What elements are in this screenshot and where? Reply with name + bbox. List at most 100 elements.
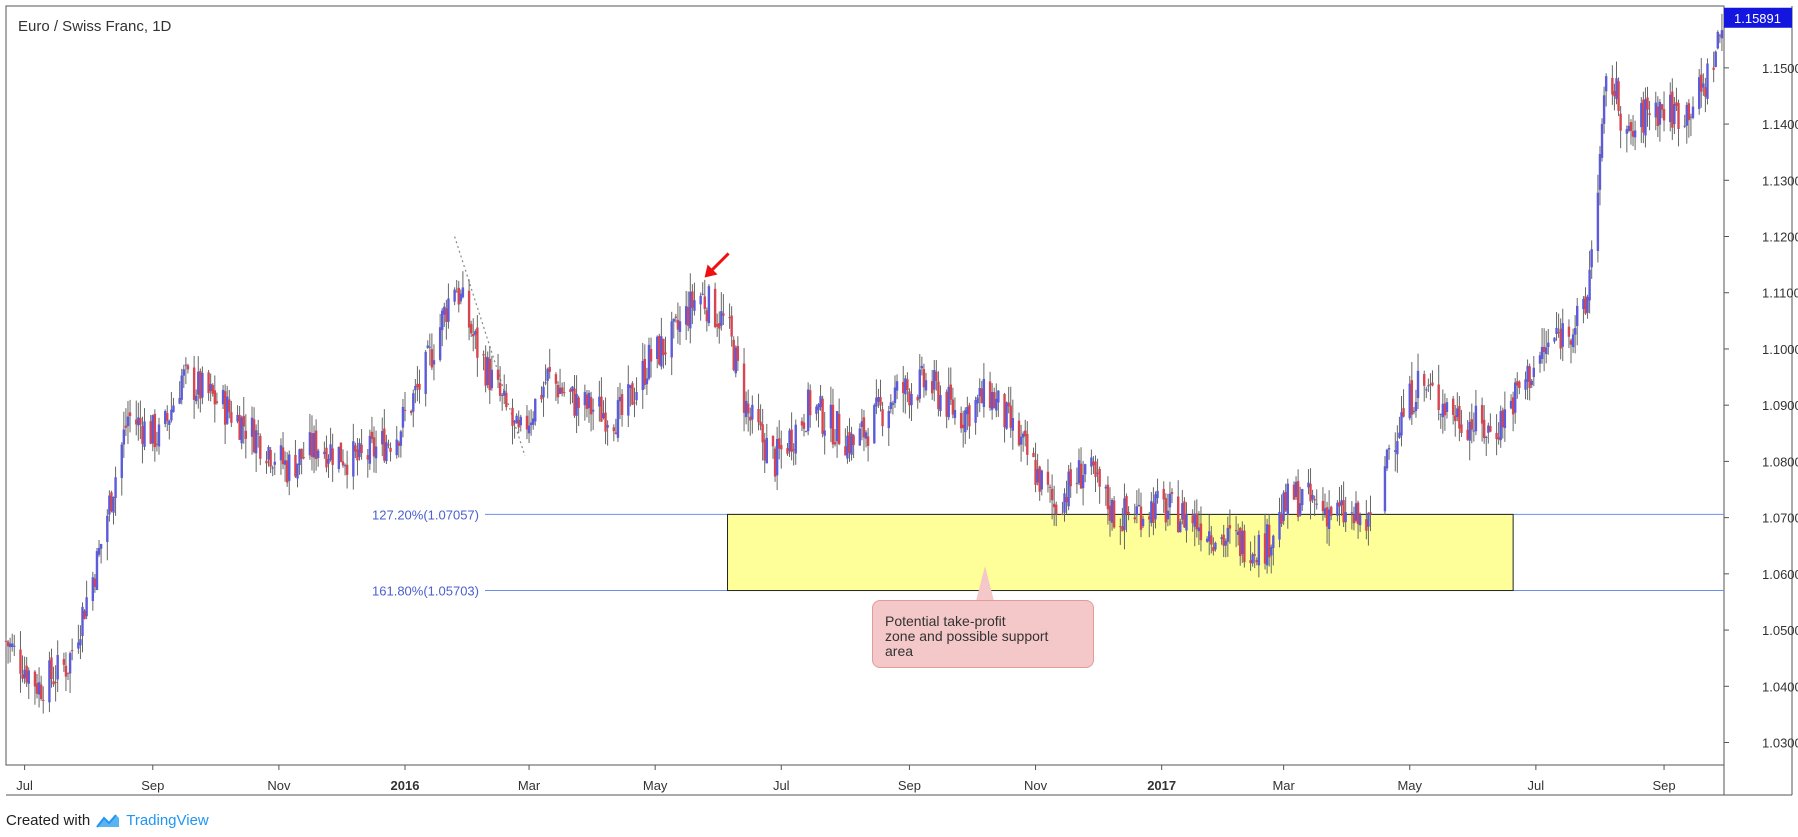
candle-body (283, 460, 287, 465)
candle-body (1540, 347, 1544, 360)
candle-body (163, 411, 167, 424)
candle-body (990, 391, 994, 410)
candle-body (1052, 503, 1056, 508)
candle-body (1410, 380, 1414, 415)
candle-body (1352, 514, 1356, 524)
candle-body (1451, 398, 1455, 415)
candle-body (397, 442, 401, 446)
candle-body (240, 417, 243, 444)
candle-body (1466, 429, 1469, 440)
candle-body (1234, 530, 1238, 532)
candle-body (412, 393, 415, 412)
candle-body (633, 402, 636, 404)
candle-body (482, 354, 485, 356)
candle-body (1425, 389, 1428, 391)
candle-body (1398, 432, 1401, 438)
candle-body (168, 420, 171, 425)
candle-body (1718, 35, 1722, 37)
candle-body (1547, 342, 1550, 348)
candle-body (1613, 91, 1616, 97)
candle-body (806, 389, 810, 432)
candle-body (226, 396, 229, 424)
candle-body (1094, 461, 1097, 477)
candle-body (916, 396, 919, 401)
candle-body (244, 430, 248, 439)
candle-body (441, 310, 444, 331)
candle-body (1321, 500, 1325, 512)
candle-body (68, 653, 72, 674)
candle-body (54, 682, 57, 684)
candle-body (848, 432, 851, 454)
candle-body (583, 392, 587, 406)
candle-body (531, 418, 535, 425)
candle-body (327, 458, 330, 464)
candle-body (732, 339, 735, 371)
candle-body (517, 419, 520, 428)
candle-body (852, 435, 855, 445)
candle-body (1685, 104, 1688, 126)
candle-body (1582, 298, 1585, 310)
candle-body (83, 610, 86, 620)
candle-body (184, 364, 188, 366)
candle-body (707, 286, 711, 324)
candle-body (1338, 502, 1341, 507)
candle-body (308, 432, 312, 456)
candle-body (269, 449, 272, 467)
candle-body (254, 430, 258, 454)
candle-body (674, 316, 678, 318)
candle-body (701, 293, 704, 295)
candle-body (1267, 524, 1271, 558)
candle-body (933, 370, 936, 390)
candle-body (546, 368, 549, 381)
candle-body (1445, 402, 1449, 413)
candle-body (1069, 469, 1072, 487)
candle-body (120, 444, 123, 478)
candle-body (1545, 347, 1548, 355)
candle-body (763, 439, 766, 461)
candle-body (221, 389, 225, 405)
candle-body (629, 385, 632, 389)
candle-body (908, 391, 911, 406)
chart-area[interactable]: 1.03000 1.04000 1.05000 1.06000 1.07000 1.080… (0, 0, 1798, 800)
candle-body (959, 412, 963, 429)
candle-body (1195, 513, 1199, 530)
candle-body (1367, 512, 1370, 527)
candle-body (383, 428, 386, 461)
price-chart[interactable]: 1.03000 1.04000 1.05000 1.06000 1.07000 1.080… (0, 0, 1798, 800)
candle-body (1571, 334, 1575, 348)
candle-body (1026, 433, 1029, 455)
candle-body (35, 683, 39, 694)
candle-body (97, 547, 101, 555)
candle-body (172, 405, 175, 413)
candle-body (186, 365, 190, 370)
candle-body (1356, 502, 1360, 525)
candles-group (4, 13, 1724, 714)
x-tick-label: Jul (16, 778, 33, 793)
candle-body (337, 446, 341, 470)
candle-body (525, 415, 529, 430)
candle-body (1400, 412, 1403, 436)
candle-body (511, 407, 514, 426)
candle-body (1063, 493, 1066, 513)
candle-body (556, 384, 560, 398)
annotation-callout[interactable]: Potential take-profit zone and possible … (872, 600, 1094, 668)
x-tick-label: Nov (1024, 778, 1048, 793)
candle-body (1236, 531, 1240, 535)
candle-body (765, 437, 768, 464)
candle-body (314, 430, 318, 460)
candle-body (964, 410, 967, 433)
candle-body (873, 405, 876, 444)
candle-body (930, 381, 934, 394)
candle-body (401, 406, 405, 428)
candle-body (114, 477, 117, 499)
x-tick-label: Sep (898, 778, 921, 793)
candle-body (395, 439, 398, 456)
candle-body (780, 445, 783, 450)
candle-body (1241, 530, 1244, 554)
footer-brand[interactable]: TradingView (126, 812, 209, 829)
candle-body (1611, 77, 1614, 95)
candle-body (1673, 103, 1676, 125)
candle-body (881, 409, 884, 427)
candle-body (13, 645, 16, 647)
candle-body (1272, 535, 1275, 548)
